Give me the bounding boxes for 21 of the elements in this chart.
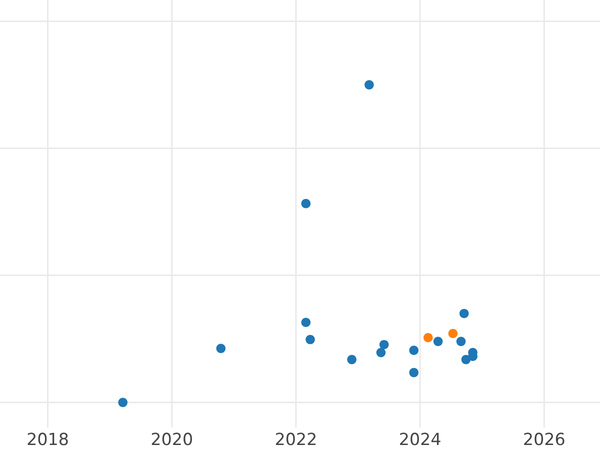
- point: [301, 318, 311, 328]
- point: [433, 336, 443, 346]
- x-tick-label: 2022: [276, 432, 316, 446]
- point: [347, 354, 356, 364]
- point: [409, 346, 419, 355]
- x-tick-label: 2020: [152, 432, 192, 446]
- point: [301, 198, 311, 208]
- x-tick-label: 2026: [524, 432, 564, 446]
- point: [448, 328, 458, 338]
- point: [423, 332, 433, 342]
- point: [456, 336, 466, 346]
- point: [118, 398, 128, 408]
- point: [364, 80, 374, 90]
- point: [409, 368, 419, 378]
- x-tick-label: 2018: [28, 432, 68, 446]
- point: [376, 348, 386, 358]
- point: [379, 340, 389, 350]
- point: [216, 344, 226, 354]
- point: [306, 334, 315, 344]
- point: [459, 308, 469, 318]
- x-tick-label: 2024: [400, 432, 440, 446]
